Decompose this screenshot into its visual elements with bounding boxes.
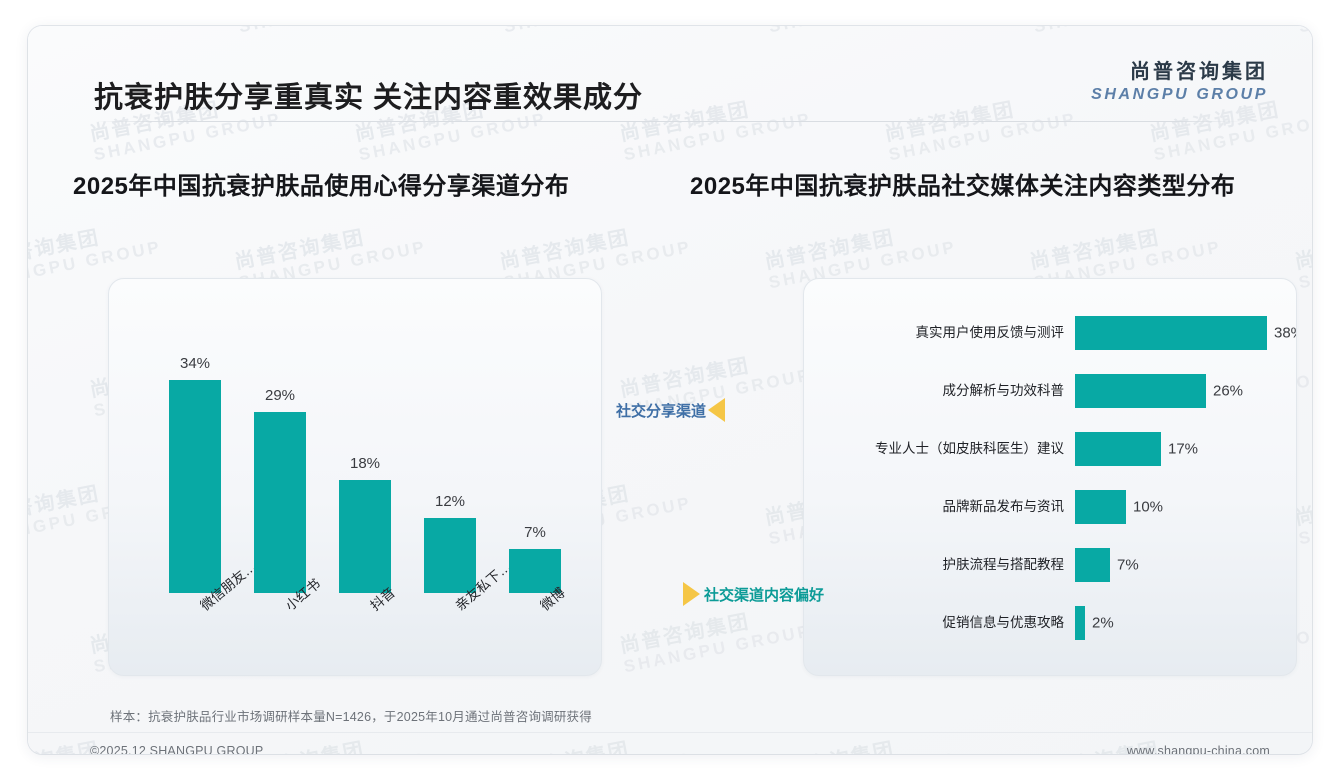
- right-chart-title: 2025年中国抗衰护肤品社交媒体关注内容类型分布: [690, 173, 1236, 200]
- header-divider: [94, 121, 1246, 122]
- annotation-share-label: 社交分享渠道: [616, 402, 707, 420]
- bar-row: 专业人士（如皮肤科医生）建议 17%: [804, 427, 1296, 471]
- triangle-left-icon: [708, 398, 726, 422]
- left-chart-title: 2025年中国抗衰护肤品使用心得分享渠道分布: [73, 173, 570, 200]
- bar-value-label: 2%: [1092, 614, 1114, 632]
- slide-header: 抗衰护肤分享重真实 关注内容重效果成分 尚普咨询集团 SHANGPU GROUP: [28, 26, 1312, 122]
- page-card: 尚普咨询集团 SHANGPU GROUP 尚普咨询集团 SHANGPU GROUP 尚普…: [28, 26, 1312, 754]
- bar-value-label: 34%: [179, 355, 211, 372]
- bar-row: 成分解析与功效科普 26%: [804, 369, 1296, 413]
- footer-copyright: ©2025.12 SHANGPU GROUP: [90, 744, 264, 754]
- bar: [1075, 606, 1085, 640]
- brand-logo: 尚普咨询集团 SHANGPU GROUP: [1091, 60, 1268, 105]
- bar-value-label: 12%: [434, 493, 466, 510]
- bar: [509, 549, 561, 593]
- bar: [424, 518, 476, 593]
- logo-english-text: SHANGPU GROUP: [1091, 86, 1268, 103]
- bar-category-label: 专业人士（如皮肤科医生）建议: [875, 441, 1064, 457]
- bar: [1075, 374, 1206, 408]
- annotation-preference-label: 社交渠道内容偏好: [704, 586, 825, 604]
- bar: [1075, 432, 1161, 466]
- bar-row: 护肤流程与搭配教程 7%: [804, 543, 1296, 587]
- bar: [169, 380, 221, 593]
- bar-row: 品牌新品发布与资讯 10%: [804, 485, 1296, 529]
- annotation-social-share-channel: 社交分享渠道: [616, 398, 726, 422]
- bar: [1075, 548, 1110, 582]
- left-chart-card: 34% 微信朋友… 29% 小红书 18% 抖音 12% 亲友私下… 7% 微博: [108, 278, 602, 676]
- bar-value-label: 7%: [524, 524, 546, 541]
- bar-row: 真实用户使用反馈与测评 38%: [804, 311, 1296, 355]
- horizontal-bar-chart: 真实用户使用反馈与测评 38% 成分解析与功效科普 26% 专业人士（如皮肤科医生）建议…: [804, 279, 1296, 675]
- vertical-bar-chart: 34% 微信朋友… 29% 小红书 18% 抖音 12% 亲友私下… 7% 微博: [109, 279, 601, 675]
- sample-footnote: 样本：抗衰护肤品行业市场调研样本量N=1426，于2025年10月通过尚普咨询调…: [110, 710, 592, 724]
- bar-value-label: 26%: [1213, 382, 1244, 400]
- bar-value-label: 10%: [1133, 498, 1164, 516]
- right-chart-card: 真实用户使用反馈与测评 38% 成分解析与功效科普 26% 专业人士（如皮肤科医生）建议…: [803, 278, 1297, 676]
- triangle-right-icon: [683, 582, 700, 606]
- bar-value-label: 17%: [1168, 440, 1199, 458]
- bar: [339, 480, 391, 593]
- bar-category-label: 护肤流程与搭配教程: [942, 557, 1065, 573]
- bar-value-label: 29%: [264, 387, 296, 404]
- bar-category-label: 成分解析与功效科普: [942, 383, 1065, 399]
- annotation-content-preference: 社交渠道内容偏好: [683, 582, 824, 606]
- bar-value-label: 38%: [1274, 324, 1296, 342]
- bar-row: 促销信息与优惠攻略 2%: [804, 601, 1296, 645]
- logo-chinese-text: 尚普咨询集团: [1130, 61, 1268, 83]
- bar-value-label: 7%: [1117, 556, 1139, 574]
- bar: [254, 412, 306, 593]
- footer-divider: [28, 732, 1312, 733]
- bar-value-label: 18%: [349, 455, 381, 472]
- bar: [1075, 490, 1126, 524]
- bar-category-label: 品牌新品发布与资讯: [942, 499, 1065, 515]
- bar-category-label: 促销信息与优惠攻略: [942, 615, 1065, 631]
- bar-category-label: 真实用户使用反馈与测评: [915, 325, 1065, 341]
- footer-website: www.shangpu-china.com: [1126, 744, 1270, 754]
- bar: [1075, 316, 1267, 350]
- page-title: 抗衰护肤分享重真实 关注内容重效果成分: [94, 82, 644, 114]
